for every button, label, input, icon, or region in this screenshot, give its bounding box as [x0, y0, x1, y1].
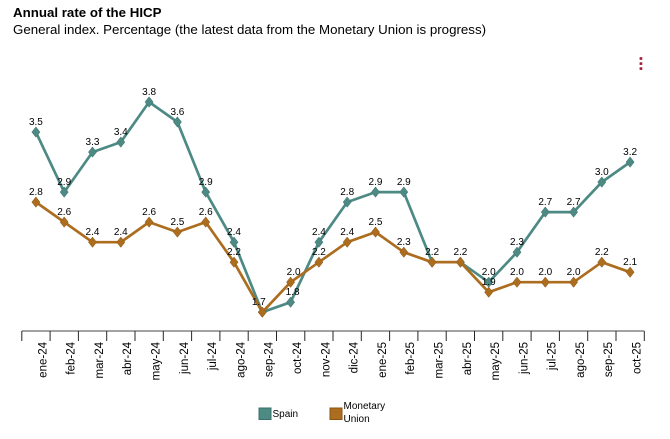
svg-text:2.5: 2.5 — [170, 217, 184, 228]
svg-text:2.7: 2.7 — [567, 197, 581, 208]
svg-text:2.0: 2.0 — [482, 267, 496, 278]
svg-text:2.6: 2.6 — [199, 207, 213, 218]
svg-text:Monetary: Monetary — [344, 401, 386, 412]
svg-text:abr-24: abr-24 — [122, 341, 134, 375]
svg-text:2.9: 2.9 — [57, 177, 71, 188]
svg-text:jun-24: jun-24 — [179, 341, 191, 375]
svg-text:2.6: 2.6 — [142, 207, 156, 218]
svg-text:feb-25: feb-25 — [405, 342, 417, 375]
svg-text:1.9: 1.9 — [482, 277, 496, 288]
svg-text:ago-24: ago-24 — [235, 341, 247, 377]
svg-text:ene-24: ene-24 — [37, 341, 49, 377]
svg-text:Spain: Spain — [273, 409, 299, 420]
svg-text:3.6: 3.6 — [170, 107, 184, 118]
svg-text:1.8: 1.8 — [286, 287, 300, 298]
svg-text:oct-24: oct-24 — [292, 341, 304, 374]
svg-text:2.4: 2.4 — [340, 227, 354, 238]
svg-text:abr-25: abr-25 — [462, 342, 474, 375]
svg-text:3.5: 3.5 — [29, 117, 43, 128]
svg-text:sep-25: sep-25 — [603, 342, 615, 377]
svg-text:feb-24: feb-24 — [66, 341, 78, 374]
svg-text:2.0: 2.0 — [287, 267, 301, 278]
svg-text:sep-24: sep-24 — [264, 341, 276, 377]
svg-text:2.2: 2.2 — [595, 247, 609, 258]
svg-text:Union: Union — [344, 414, 370, 425]
svg-text:2.9: 2.9 — [397, 177, 411, 188]
svg-text:2.2: 2.2 — [227, 247, 241, 258]
svg-text:2.5: 2.5 — [369, 217, 383, 228]
svg-text:2.4: 2.4 — [312, 227, 326, 238]
svg-text:2.4: 2.4 — [114, 227, 128, 238]
svg-text:2.4: 2.4 — [86, 227, 100, 238]
svg-text:2.6: 2.6 — [57, 207, 71, 218]
svg-text:ago-25: ago-25 — [575, 342, 587, 378]
svg-text:2.9: 2.9 — [369, 177, 383, 188]
svg-text:2.2: 2.2 — [312, 247, 326, 258]
svg-text:jun-25: jun-25 — [518, 342, 530, 375]
svg-text:jul-25: jul-25 — [547, 342, 559, 371]
svg-text:2.8: 2.8 — [29, 187, 43, 198]
svg-text:2.2: 2.2 — [453, 247, 467, 258]
svg-text:3.0: 3.0 — [595, 167, 609, 178]
svg-text:1.7: 1.7 — [252, 297, 266, 308]
svg-text:jul-24: jul-24 — [207, 341, 219, 371]
svg-text:3.2: 3.2 — [623, 147, 637, 158]
svg-text:dic-24: dic-24 — [349, 341, 361, 373]
svg-text:3.3: 3.3 — [86, 137, 100, 148]
svg-text:3.4: 3.4 — [114, 127, 128, 138]
svg-text:oct-25: oct-25 — [632, 342, 644, 374]
svg-text:mar-25: mar-25 — [434, 342, 446, 378]
svg-text:2.3: 2.3 — [510, 237, 524, 248]
svg-text:2.4: 2.4 — [227, 227, 241, 238]
svg-text:2.8: 2.8 — [340, 187, 354, 198]
svg-text:2.1: 2.1 — [623, 257, 637, 268]
svg-text:2.7: 2.7 — [538, 197, 552, 208]
svg-text:2.3: 2.3 — [397, 237, 411, 248]
svg-text:ene-25: ene-25 — [377, 342, 389, 378]
svg-text:2.0: 2.0 — [567, 267, 581, 278]
svg-text:2.0: 2.0 — [538, 267, 552, 278]
svg-text:mar-24: mar-24 — [94, 341, 106, 378]
svg-text:may-24: may-24 — [151, 341, 163, 380]
svg-text:2.2: 2.2 — [425, 247, 439, 258]
svg-text:may-25: may-25 — [490, 342, 502, 380]
svg-text:3.8: 3.8 — [142, 87, 156, 98]
svg-text:nov-24: nov-24 — [320, 341, 332, 377]
svg-text:2.9: 2.9 — [199, 177, 213, 188]
svg-text:2.0: 2.0 — [510, 267, 524, 278]
